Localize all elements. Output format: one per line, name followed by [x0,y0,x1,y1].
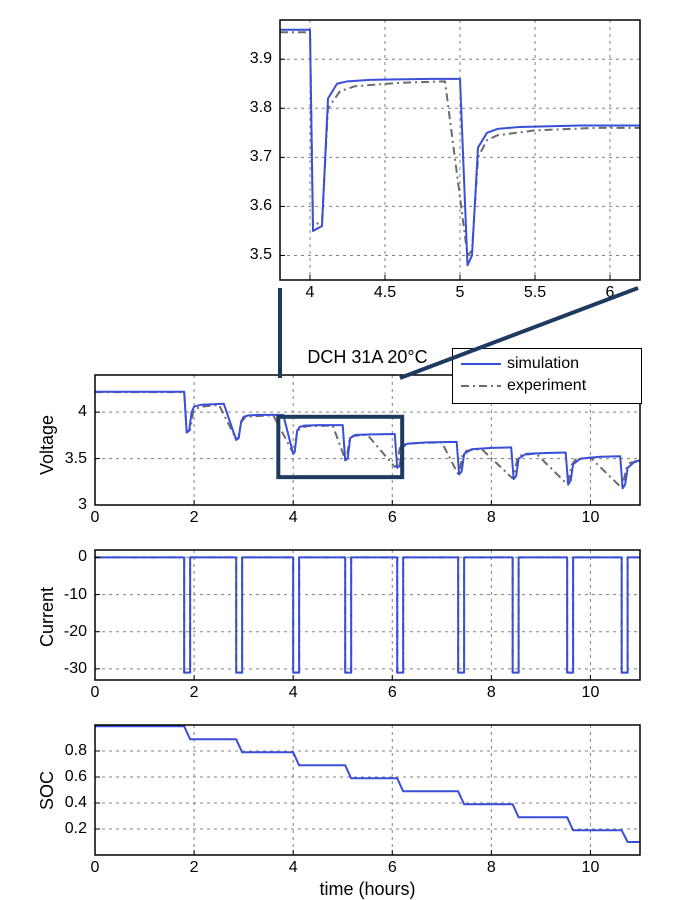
callout-overlay [0,0,675,900]
figure-root: 44.555.563.53.63.73.83.9024681033.54DCH … [0,0,675,900]
callout-line [400,288,638,378]
